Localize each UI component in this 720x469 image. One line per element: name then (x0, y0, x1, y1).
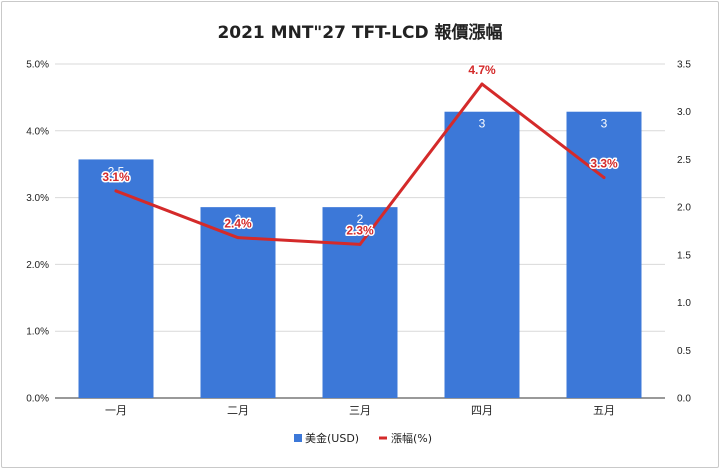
line-series: 3.1% 2.4% 2.3% 4.7% 3.3% (101, 62, 620, 246)
right-tick-label: 3.5 (677, 60, 691, 71)
right-tick-label: 1.0 (677, 298, 691, 309)
chart-title: 2021 MNT"27 TFT-LCD 報價漲幅 (217, 22, 502, 43)
bar-data-label: 2.5 (108, 164, 125, 178)
bar-data-label: 3 (479, 117, 486, 131)
left-tick-label: 3.0% (26, 193, 49, 204)
line-data-label: 2.3% (346, 223, 374, 237)
line-point (358, 242, 362, 246)
right-tick-label: 0.5 (677, 346, 691, 357)
category-label: 三月 (349, 404, 371, 417)
bar-series: 2.5 2 2 3 3 (78, 111, 642, 398)
line-point (236, 236, 240, 240)
right-axis-ticks: 0.0 0.5 1.0 1.5 2.0 2.5 3.0 3.5 (677, 60, 691, 405)
category-label: 一月 (105, 404, 127, 417)
right-tick-label: 0.0 (677, 394, 691, 405)
line-point (480, 82, 484, 86)
legend: 美金(USD) 漲幅(%) (294, 431, 432, 445)
left-tick-label: 2.0% (26, 260, 49, 271)
left-tick-label: 1.0% (26, 327, 49, 338)
legend-bar-swatch (294, 434, 302, 442)
legend-label: 美金(USD) (305, 431, 359, 445)
legend-label: 漲幅(%) (391, 432, 432, 445)
left-tick-label: 0.0% (26, 394, 49, 405)
right-tick-label: 1.5 (677, 250, 691, 261)
right-tick-label: 2.5 (677, 155, 691, 166)
line-data-label: 2.4% (224, 217, 252, 231)
category-label: 四月 (471, 404, 493, 417)
line-data-label: 3.3% (590, 157, 618, 171)
line-point (114, 189, 118, 193)
bar (200, 207, 276, 398)
right-tick-label: 2.0 (677, 203, 691, 214)
category-label: 二月 (227, 404, 249, 417)
gridlines (55, 63, 665, 399)
category-axis: 一月 二月 三月 四月 五月 (105, 404, 615, 417)
bar-data-label: 3 (601, 117, 608, 131)
bar-data-label: 2 (235, 212, 242, 226)
left-axis-ticks: 0.0% 1.0% 2.0% 3.0% 4.0% 5.0% (26, 60, 49, 405)
left-tick-label: 4.0% (26, 126, 49, 137)
left-tick-label: 5.0% (26, 60, 49, 71)
line-point (602, 176, 606, 180)
bar (78, 159, 154, 398)
category-label: 五月 (593, 404, 615, 417)
bar (566, 111, 642, 398)
line-data-label: 4.7% (468, 63, 496, 77)
bar-data-label: 2 (357, 212, 364, 226)
bar (322, 207, 398, 398)
line-data-label: 3.1% (102, 170, 130, 184)
bar (444, 111, 520, 398)
right-tick-label: 3.0 (677, 107, 691, 118)
